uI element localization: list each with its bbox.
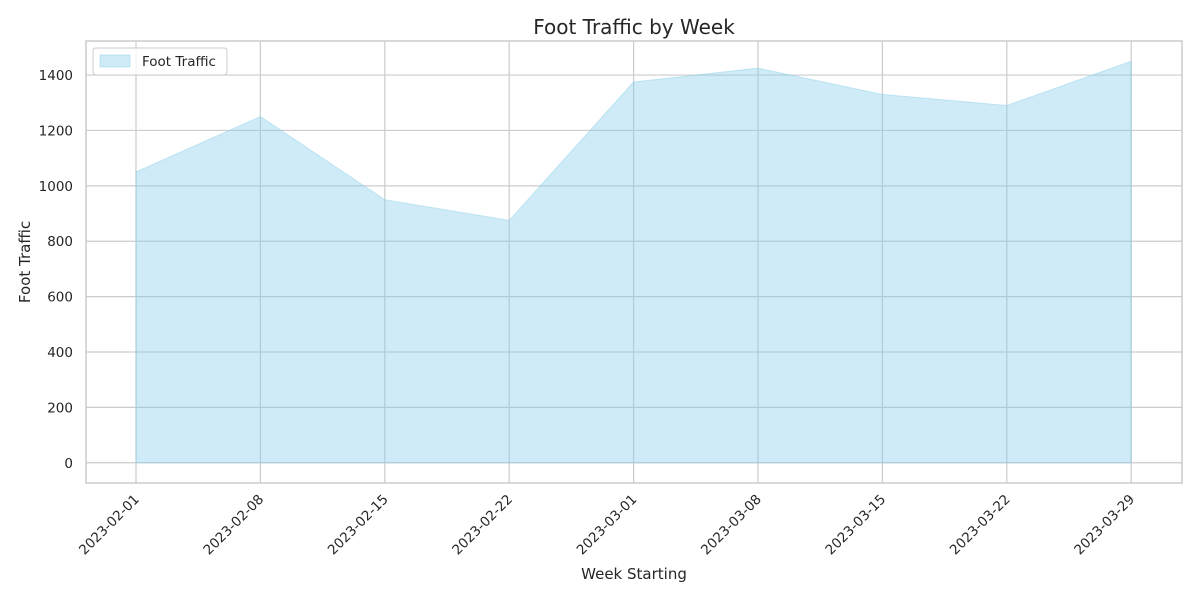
chart-title: Foot Traffic by Week bbox=[533, 15, 735, 39]
x-axis-title: Week Starting bbox=[581, 565, 687, 583]
data-point bbox=[507, 218, 511, 222]
y-axis-title: Foot Traffic bbox=[16, 221, 34, 303]
y-tick-label: 1400 bbox=[39, 68, 73, 84]
x-tick-label: 2023-03-22 bbox=[947, 492, 1014, 559]
x-tick-label: 2023-02-22 bbox=[449, 492, 516, 559]
data-point bbox=[632, 80, 636, 84]
series-area bbox=[136, 61, 1131, 463]
data-point bbox=[880, 92, 884, 96]
x-tick-labels: 2023-02-01 2023-02-08 2023-02-15 2023-02-22… bbox=[76, 492, 1138, 559]
y-tick-label: 1200 bbox=[39, 123, 73, 139]
legend: Foot Traffic bbox=[93, 48, 227, 75]
y-tick-label: 400 bbox=[47, 345, 73, 361]
data-point bbox=[258, 115, 262, 119]
data-point bbox=[383, 198, 387, 202]
data-point bbox=[134, 170, 138, 174]
y-tick-label: 0 bbox=[64, 456, 73, 472]
x-tick-label: 2023-03-15 bbox=[822, 492, 889, 559]
x-tick-label: 2023-03-01 bbox=[574, 492, 641, 559]
y-tick-labels: 0 200 400 600 800 1000 1200 1400 bbox=[39, 68, 73, 472]
data-point bbox=[756, 66, 760, 70]
data-point bbox=[1129, 59, 1133, 63]
legend-label: Foot Traffic bbox=[142, 54, 216, 70]
y-tick-label: 200 bbox=[47, 400, 73, 416]
x-tick-label: 2023-02-01 bbox=[76, 492, 143, 559]
x-tick-label: 2023-02-08 bbox=[200, 492, 267, 559]
x-tick-label: 2023-03-29 bbox=[1071, 492, 1138, 559]
area-layer bbox=[134, 59, 1133, 463]
x-tick-label: 2023-03-08 bbox=[698, 492, 765, 559]
x-tick-label: 2023-02-15 bbox=[325, 492, 392, 559]
y-tick-label: 600 bbox=[47, 290, 73, 306]
legend-swatch bbox=[100, 55, 130, 67]
data-point bbox=[1005, 104, 1009, 108]
y-tick-label: 800 bbox=[47, 234, 73, 250]
y-tick-label: 1000 bbox=[39, 179, 73, 195]
